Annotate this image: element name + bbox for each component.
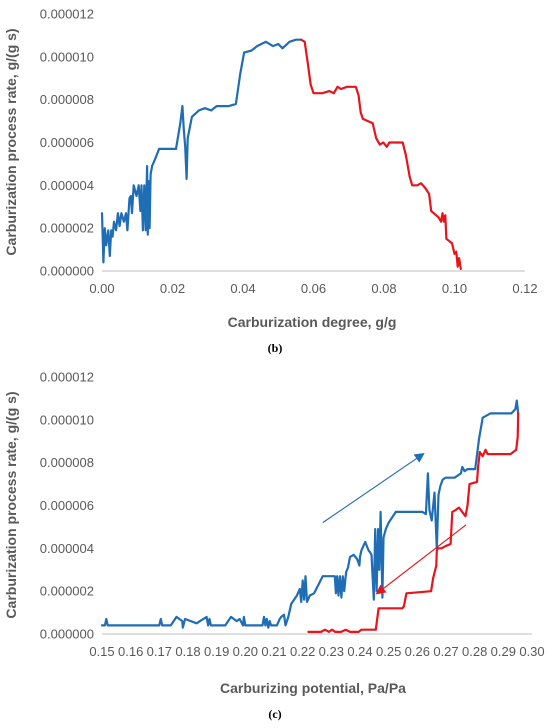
panel-c-arrows <box>322 452 467 595</box>
panel-c-marks <box>100 399 520 633</box>
panel-b-x-tick-label: 0.10 <box>442 281 467 296</box>
panel-c-x-tick-label: 0.21 <box>261 644 286 659</box>
panel-b-y-tick-label: 0.000000 <box>40 264 94 279</box>
panel-c-x-tick-label: 0.23 <box>319 644 344 659</box>
panel-c-y-ticks: 0.000000 0.000002 0.000004 0.000006 0.000008… <box>40 370 94 642</box>
panel-b-y-tick-label: 0.000006 <box>40 135 94 150</box>
panel-b-x-tick-label: 0.08 <box>371 281 396 296</box>
panel-b-x-ticks: 0.00 0.02 0.04 0.06 0.08 0.10 0.12 <box>89 281 537 296</box>
panel-c-y-tick-label: 0.000010 <box>40 412 94 427</box>
panel-c-y-tick-label: 0.000004 <box>40 541 94 556</box>
panel-c-x-tick-label: 0.16 <box>118 644 143 659</box>
panel-c-x-tick-label: 0.25 <box>376 644 401 659</box>
panel-b-x-tick-label: 0.04 <box>230 281 255 296</box>
panel-c-x-tick-label: 0.30 <box>519 644 544 659</box>
panel-b-y-tick-label: 0.000008 <box>40 92 94 107</box>
panel-b-y-tick-label: 0.000002 <box>40 221 94 236</box>
panel-b-label: (b) <box>268 341 283 355</box>
panel-c-x-tick-label: 0.27 <box>433 644 458 659</box>
chart-panel-b: 0.000000 0.000002 0.000004 0.000006 0.000008… <box>3 7 538 356</box>
panel-b-x-tick-label: 0.00 <box>89 281 114 296</box>
panel-c-x-tick-label: 0.28 <box>462 644 487 659</box>
panel-b-x-axis-title: Carburization degree, g/g <box>228 314 397 330</box>
panel-c-x-tick-label: 0.18 <box>175 644 200 659</box>
panel-c-y-tick-label: 0.000000 <box>40 627 94 642</box>
panel-c-direction-arrow-2 <box>375 524 467 595</box>
panel-b-x-tick-label: 0.12 <box>512 281 537 296</box>
panel-b-series-line-1 <box>100 38 303 264</box>
panel-b-y-tick-label: 0.000004 <box>40 178 94 193</box>
panel-b-series-line-2 <box>300 38 462 270</box>
panel-b-x-tick-label: 0.06 <box>301 281 326 296</box>
panel-c-y-tick-label: 0.000012 <box>40 370 94 385</box>
panel-c-y-tick-label: 0.000008 <box>40 455 94 470</box>
chart-panel-c: 0.000000 0.000002 0.000004 0.000006 0.000008… <box>3 370 545 722</box>
panel-c-x-ticks: 0.15 0.16 0.17 0.18 0.19 0.20 0.21 0.22 0.23 0.24… <box>89 644 544 659</box>
panel-b-y-tick-label: 0.000012 <box>40 7 94 22</box>
panel-c-y-tick-label: 0.000006 <box>40 498 94 513</box>
panel-b-x-tick-label: 0.02 <box>160 281 185 296</box>
panel-c-x-tick-label: 0.19 <box>204 644 229 659</box>
panel-c-x-tick-label: 0.29 <box>491 644 516 659</box>
panel-c-x-tick-label: 0.17 <box>147 644 172 659</box>
panel-b-y-tick-label: 0.000010 <box>40 49 94 64</box>
panel-c-x-tick-label: 0.20 <box>233 644 258 659</box>
panel-c-label: (c) <box>268 707 281 721</box>
panel-c-x-tick-label: 0.24 <box>347 644 372 659</box>
panel-c-y-tick-label: 0.000002 <box>40 584 94 599</box>
panel-c-series-line-1 <box>100 399 520 629</box>
panel-c-x-axis-title: Carburizing potential, Pa/Pa <box>220 680 406 696</box>
panel-b-y-ticks: 0.000000 0.000002 0.000004 0.000006 0.000008… <box>40 7 94 279</box>
panel-c-x-tick-label: 0.22 <box>290 644 315 659</box>
panel-b-y-axis-title: Carburization process rate, g/(g s) <box>3 28 19 255</box>
panel-c-direction-arrow-1 <box>322 452 425 524</box>
panel-b-marks <box>100 38 462 270</box>
panel-c-x-tick-label: 0.26 <box>405 644 430 659</box>
panel-c-x-tick-label: 0.15 <box>89 644 114 659</box>
panel-c-y-axis-title: Carburization process rate, g/(g s) <box>3 391 19 618</box>
panel-c-series-line-2 <box>307 412 520 633</box>
